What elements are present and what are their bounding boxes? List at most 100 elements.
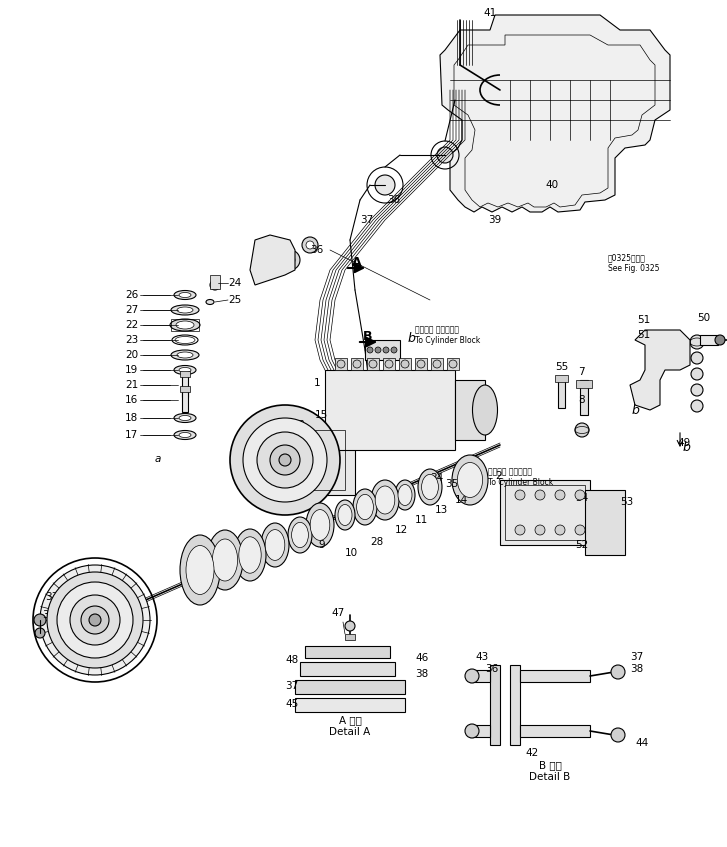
Text: 14: 14 xyxy=(455,495,468,505)
Text: 24: 24 xyxy=(228,278,241,288)
Ellipse shape xyxy=(292,523,308,548)
Text: 44: 44 xyxy=(635,738,648,748)
Ellipse shape xyxy=(210,280,220,290)
Circle shape xyxy=(243,418,327,502)
Ellipse shape xyxy=(177,352,193,358)
Circle shape xyxy=(383,347,389,353)
Text: 38: 38 xyxy=(387,195,401,205)
Text: b: b xyxy=(408,331,416,345)
Text: 47: 47 xyxy=(332,608,345,618)
Text: 9: 9 xyxy=(468,465,475,475)
Text: 32: 32 xyxy=(42,610,55,620)
Circle shape xyxy=(353,360,361,368)
Text: 37: 37 xyxy=(360,215,373,225)
Text: 38: 38 xyxy=(415,669,428,679)
Ellipse shape xyxy=(171,305,199,315)
Ellipse shape xyxy=(238,537,261,573)
Ellipse shape xyxy=(174,291,196,300)
Bar xyxy=(182,373,188,397)
Ellipse shape xyxy=(179,292,191,297)
Text: 20: 20 xyxy=(125,350,138,360)
Text: 38: 38 xyxy=(630,664,643,674)
Text: 51: 51 xyxy=(637,330,650,340)
Text: 15: 15 xyxy=(315,410,329,420)
Bar xyxy=(520,725,590,737)
Ellipse shape xyxy=(174,366,196,374)
Circle shape xyxy=(367,347,373,353)
Bar xyxy=(295,698,405,712)
Text: 18: 18 xyxy=(125,413,138,423)
Text: 37: 37 xyxy=(285,681,298,691)
Bar xyxy=(585,490,625,555)
Circle shape xyxy=(369,360,377,368)
Bar xyxy=(345,634,355,640)
Circle shape xyxy=(35,628,45,638)
Text: 36: 36 xyxy=(310,245,324,255)
Text: 36: 36 xyxy=(485,664,498,674)
Text: 8: 8 xyxy=(578,395,585,405)
Ellipse shape xyxy=(207,530,243,590)
Circle shape xyxy=(449,360,457,368)
Text: 17: 17 xyxy=(125,430,138,440)
Ellipse shape xyxy=(179,416,191,420)
Text: 22: 22 xyxy=(125,320,138,330)
Text: 11: 11 xyxy=(415,515,428,525)
Ellipse shape xyxy=(375,486,395,514)
Circle shape xyxy=(89,614,101,626)
Circle shape xyxy=(270,445,300,475)
Bar xyxy=(300,662,395,676)
Ellipse shape xyxy=(186,545,214,595)
Circle shape xyxy=(40,565,150,675)
Text: 13: 13 xyxy=(435,505,449,515)
Bar xyxy=(383,358,395,370)
Ellipse shape xyxy=(310,510,330,540)
Circle shape xyxy=(378,401,384,407)
Text: 29: 29 xyxy=(72,653,85,663)
Bar xyxy=(505,485,585,540)
Text: 27: 27 xyxy=(125,305,138,315)
Ellipse shape xyxy=(395,480,415,510)
Text: 41: 41 xyxy=(483,8,497,18)
Bar xyxy=(305,646,390,658)
Circle shape xyxy=(81,606,109,634)
Ellipse shape xyxy=(357,495,374,519)
Circle shape xyxy=(690,335,704,349)
Text: b: b xyxy=(632,403,640,417)
Text: 21: 21 xyxy=(125,380,138,390)
Bar xyxy=(182,388,188,412)
Circle shape xyxy=(57,582,133,658)
Bar xyxy=(500,480,590,545)
Bar xyxy=(470,725,490,737)
Circle shape xyxy=(306,241,314,249)
Circle shape xyxy=(34,614,46,626)
Circle shape xyxy=(613,500,623,510)
Ellipse shape xyxy=(265,529,285,561)
Circle shape xyxy=(575,490,585,500)
Bar xyxy=(520,670,590,682)
Ellipse shape xyxy=(288,517,312,553)
Bar xyxy=(368,395,403,413)
Text: a: a xyxy=(295,427,302,440)
Circle shape xyxy=(375,175,395,195)
Ellipse shape xyxy=(345,621,355,631)
Ellipse shape xyxy=(180,535,220,605)
Text: To Cylinder Block: To Cylinder Block xyxy=(415,335,481,345)
Ellipse shape xyxy=(174,413,196,423)
Bar xyxy=(700,335,718,345)
Circle shape xyxy=(600,515,610,525)
Text: a: a xyxy=(298,418,305,428)
Circle shape xyxy=(611,665,625,679)
Text: See Fig. 0325: See Fig. 0325 xyxy=(608,263,659,273)
Text: 55: 55 xyxy=(555,362,569,372)
Text: 19: 19 xyxy=(125,365,138,375)
Text: 35: 35 xyxy=(445,479,458,489)
Text: 40: 40 xyxy=(545,180,558,190)
Text: 16: 16 xyxy=(125,395,138,405)
Circle shape xyxy=(394,401,400,407)
Circle shape xyxy=(555,490,565,500)
Text: 31: 31 xyxy=(70,582,84,592)
Text: 50: 50 xyxy=(697,313,710,323)
Text: 30: 30 xyxy=(65,638,78,648)
Text: 12: 12 xyxy=(395,525,409,535)
Circle shape xyxy=(280,250,300,270)
